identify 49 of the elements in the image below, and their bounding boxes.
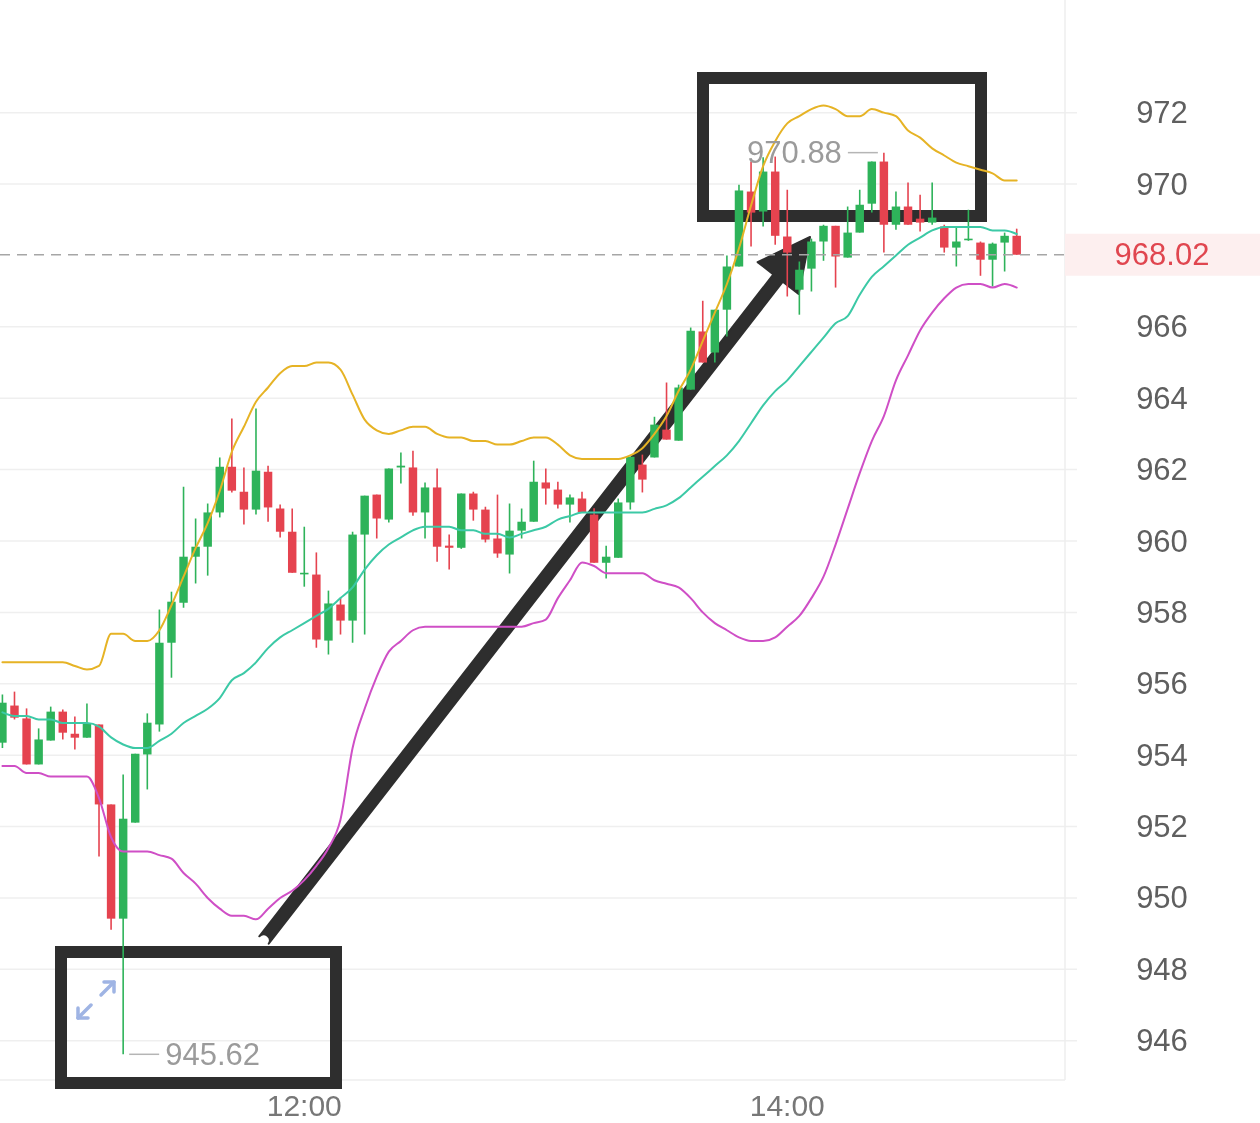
y-tick-label: 964 xyxy=(1136,380,1188,416)
candlestick xyxy=(505,502,514,575)
candlestick xyxy=(1000,231,1009,273)
candlestick xyxy=(662,381,671,441)
candlestick xyxy=(601,544,611,580)
candlestick xyxy=(783,188,792,298)
candlestick xyxy=(565,493,575,524)
y-tick-label: 952 xyxy=(1136,809,1188,845)
y-tick-label: 960 xyxy=(1136,523,1188,559)
y-tick-label: 954 xyxy=(1136,737,1188,773)
candlestick xyxy=(952,225,961,268)
y-tick-label: 946 xyxy=(1136,1023,1188,1059)
annotation: 945.62 xyxy=(165,1036,260,1072)
y-tick-label: 950 xyxy=(1136,880,1188,916)
candlestick xyxy=(541,467,551,506)
candlestick xyxy=(988,241,997,288)
x-tick-label: 12:00 xyxy=(266,1088,342,1122)
line-series xyxy=(1,104,1018,671)
line-series xyxy=(1,282,1018,921)
y-tick-label: 966 xyxy=(1136,309,1188,345)
candlestick xyxy=(372,493,381,540)
candlestick xyxy=(638,453,647,494)
candlestick xyxy=(227,417,237,494)
candlestick xyxy=(795,260,804,316)
candlestick xyxy=(915,193,925,233)
candlestick xyxy=(82,702,92,739)
candlestick xyxy=(493,493,502,559)
candlestick xyxy=(239,466,249,526)
y-tick-label: 958 xyxy=(1136,594,1188,630)
y-tick-label: 972 xyxy=(1136,95,1188,131)
y-tick-label: 956 xyxy=(1136,666,1188,702)
candlestick xyxy=(275,503,285,539)
candlestick xyxy=(940,223,949,254)
y-tick-label: 962 xyxy=(1136,452,1188,488)
candlestick xyxy=(336,596,345,636)
candlestick xyxy=(70,715,80,751)
y-tick-label: 970 xyxy=(1136,166,1188,202)
candlestick xyxy=(903,181,913,226)
candlestick xyxy=(517,507,526,540)
candlestick xyxy=(976,240,985,277)
candlestick xyxy=(927,181,937,226)
ref-line-label: 968.02 xyxy=(1114,237,1210,273)
candlestick xyxy=(469,490,478,522)
candlestick xyxy=(1012,227,1021,256)
candlestick xyxy=(819,223,828,262)
candlestick xyxy=(553,480,563,510)
y-tick-label: 948 xyxy=(1136,951,1188,987)
candlestick xyxy=(891,190,901,231)
x-tick-label: 14:00 xyxy=(749,1088,825,1122)
